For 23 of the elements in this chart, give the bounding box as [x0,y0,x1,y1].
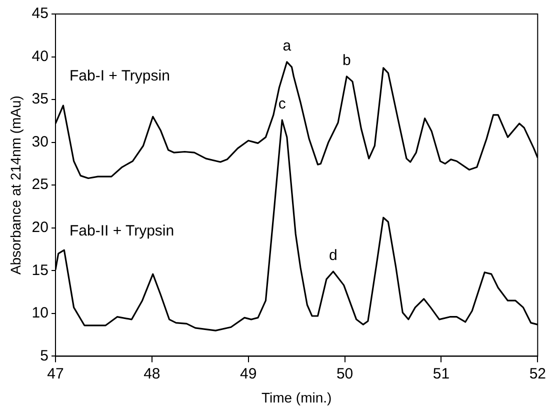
y-tick-label: 15 [32,262,48,279]
annotation: a [282,38,292,55]
x-tick-label: 52 [529,365,546,382]
x-tick-label: 48 [144,365,160,382]
x-tick-label: 50 [336,365,354,382]
x-tick-label: 51 [432,365,450,382]
series-label: Fab-I + Trypsin [69,68,170,85]
x-tick-label: 49 [240,365,257,382]
y-tick-label: 45 [32,5,48,22]
y-tick-label: 10 [32,304,48,322]
y-tick-label: 40 [32,48,48,65]
series-label: Fab-II + Trypsin [69,222,174,240]
x-tick-label: 47 [47,365,64,382]
y-tick-label: 35 [32,90,48,108]
y-axis-title: Absorbance at 214nm (mAu) [7,96,24,275]
x-axis-title: Time (min.) [261,389,332,406]
y-tick-label: 20 [32,219,48,236]
y-tick-label: 25 [32,176,48,194]
annotation: d [329,247,338,264]
y-tick-label: 5 [40,347,48,364]
annotation: c [278,96,286,113]
y-tick-label: 30 [32,133,48,150]
annotation: b [342,52,351,70]
